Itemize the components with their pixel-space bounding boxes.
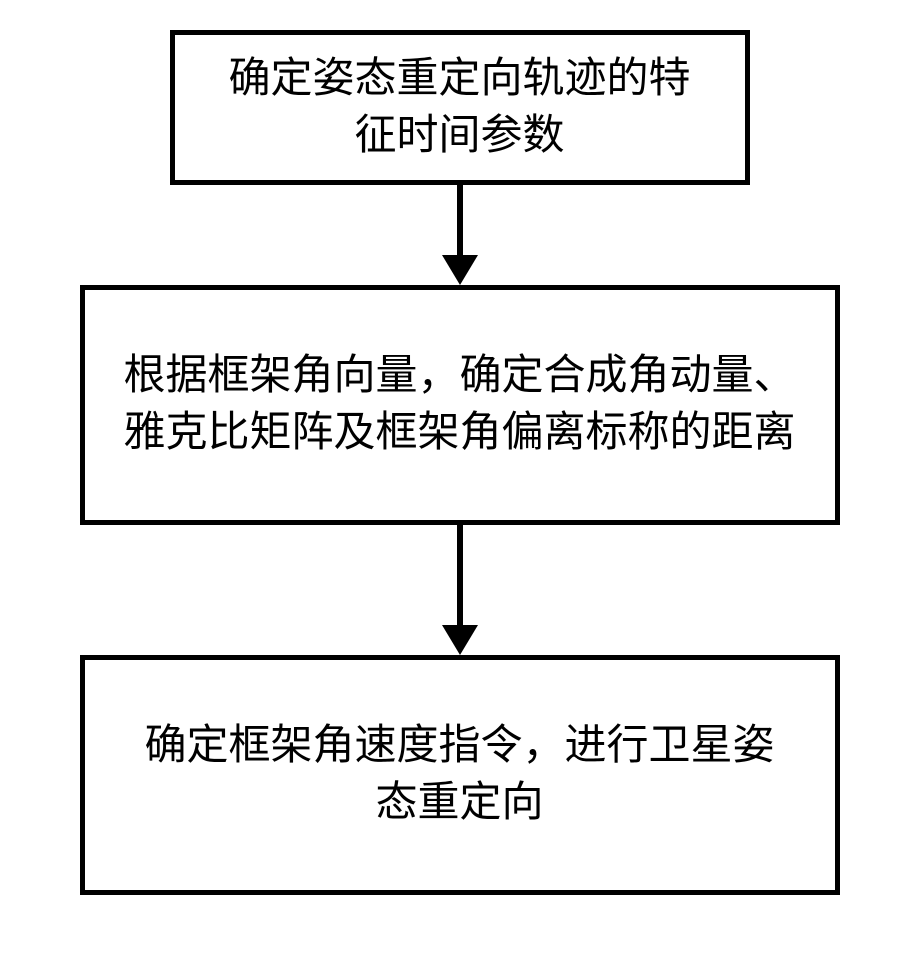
arrow-head-icon (442, 625, 478, 655)
flow-node-2: 根据框架角向量，确定合成角动量、雅克比矩阵及框架角偏离标称的距离 (80, 285, 840, 525)
flowchart-container: 确定姿态重定向轨迹的特征时间参数 根据框架角向量，确定合成角动量、雅克比矩阵及框… (80, 30, 840, 895)
arrow-line-icon (457, 185, 463, 255)
node-2-text: 根据框架角向量，确定合成角动量、雅克比矩阵及框架角偏离标称的距离 (115, 348, 805, 461)
arrow-head-icon (442, 255, 478, 285)
flow-arrow-2 (442, 525, 478, 655)
flow-node-1: 确定姿态重定向轨迹的特征时间参数 (170, 30, 750, 185)
flow-node-3: 确定框架角速度指令，进行卫星姿态重定向 (80, 655, 840, 895)
node-3-text: 确定框架角速度指令，进行卫星姿态重定向 (145, 718, 775, 831)
arrow-line-icon (457, 525, 463, 625)
node-1-text: 确定姿态重定向轨迹的特征时间参数 (215, 51, 705, 164)
flow-arrow-1 (442, 185, 478, 285)
